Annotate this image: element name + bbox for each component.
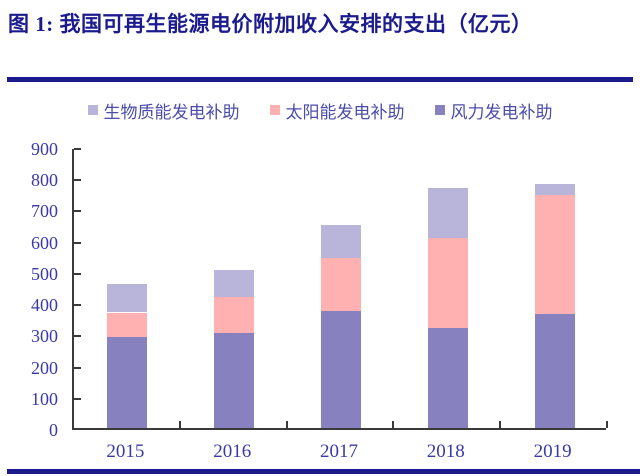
y-tick-label: 400 <box>31 295 58 316</box>
x-axis-year-label: 2017 <box>320 441 358 462</box>
y-tick-mark <box>74 210 81 213</box>
y-tick-mark <box>74 304 81 307</box>
bottom-border <box>7 469 640 474</box>
legend-swatch-icon <box>434 105 445 115</box>
legend-label: 风力发电补助 <box>450 102 553 122</box>
bar-segment-2017 <box>321 225 361 258</box>
bar-segment-2018 <box>427 187 468 238</box>
bar-segment-2017 <box>321 257 361 311</box>
x-tick-mark <box>392 421 395 428</box>
x-axis-labels: 2015 2016 2017 2018 2019 <box>72 441 606 465</box>
bar-segment-2016 <box>214 270 255 297</box>
legend-item: 风力发电补助 <box>434 98 553 123</box>
bar-segment-2015 <box>107 312 148 338</box>
legend-swatch-icon <box>269 105 280 115</box>
y-tick-label: 800 <box>31 170 58 191</box>
y-axis-labels: 0 100 200 300 400 500 600 700 800 900 <box>18 139 62 440</box>
y-tick-label: 200 <box>31 357 58 378</box>
y-tick-label: 600 <box>31 232 58 253</box>
bar-segment-2018 <box>427 237 468 329</box>
plot-area <box>72 148 608 430</box>
x-tick-mark <box>606 421 608 428</box>
legend-label: 生物质能发电补助 <box>103 102 240 122</box>
title-divider <box>7 77 633 82</box>
bar-segment-2016 <box>214 332 255 428</box>
figure-title: 图 1: 我国可再生能源电价附加收入安排的支出（亿元） <box>8 12 533 36</box>
y-tick-mark <box>74 148 81 150</box>
bar-segment-2016 <box>214 296 255 333</box>
x-axis-year-label: 2015 <box>106 441 145 462</box>
y-tick-label: 700 <box>31 201 58 222</box>
y-tick-mark <box>74 179 81 182</box>
x-tick-mark <box>178 421 181 428</box>
bar-segment-2015 <box>107 337 148 428</box>
y-tick-mark <box>74 397 81 400</box>
y-tick-label: 300 <box>31 326 58 347</box>
bar-segment-2019 <box>534 184 575 196</box>
legend-item: 太阳能发电补助 <box>269 98 405 123</box>
x-axis-year-label: 2018 <box>426 441 465 462</box>
bar-segment-2018 <box>427 328 468 428</box>
y-tick-mark <box>74 335 81 338</box>
x-axis-year-label: 2019 <box>533 441 572 462</box>
y-tick-label: 900 <box>31 139 58 159</box>
legend-item: 生物质能发电补助 <box>87 98 240 123</box>
bar-segment-2019 <box>534 314 575 428</box>
y-tick-label: 0 <box>49 420 58 440</box>
bar-segment-2017 <box>321 310 361 428</box>
chart-legend: 生物质能发电补助 太阳能发电补助 风力发电补助 <box>0 97 640 123</box>
y-tick-label: 500 <box>31 263 58 284</box>
y-tick-mark <box>74 241 81 244</box>
y-tick-mark <box>74 366 81 369</box>
x-tick-mark <box>499 421 502 428</box>
legend-label: 太阳能发电补助 <box>285 102 405 122</box>
bar-segment-2015 <box>107 284 148 313</box>
legend-swatch-icon <box>87 105 98 115</box>
y-tick-mark <box>74 272 81 275</box>
x-tick-mark <box>285 421 288 428</box>
bar-segment-2019 <box>534 195 575 315</box>
y-tick-label: 100 <box>31 388 58 409</box>
x-axis-year-label: 2016 <box>213 441 252 462</box>
